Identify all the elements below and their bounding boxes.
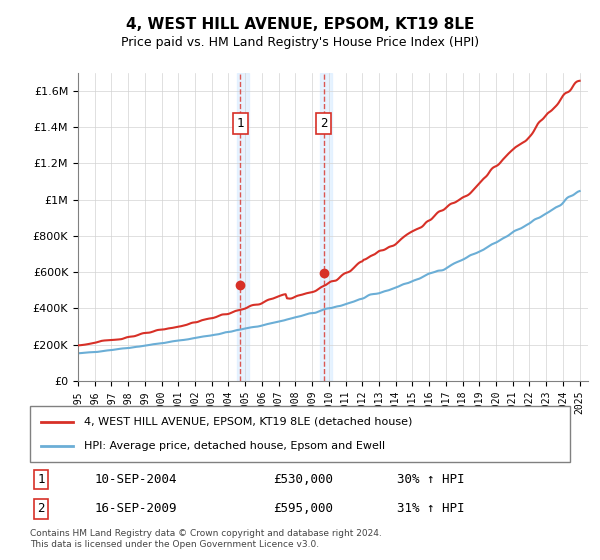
Text: 2: 2 xyxy=(37,502,44,515)
Text: £595,000: £595,000 xyxy=(273,502,333,515)
Bar xyxy=(237,73,248,381)
Text: HPI: Average price, detached house, Epsom and Ewell: HPI: Average price, detached house, Epso… xyxy=(84,441,385,451)
Text: 16-SEP-2009: 16-SEP-2009 xyxy=(95,502,178,515)
Text: 30% ↑ HPI: 30% ↑ HPI xyxy=(397,473,465,486)
Text: 10-SEP-2004: 10-SEP-2004 xyxy=(95,473,178,486)
Text: £530,000: £530,000 xyxy=(273,473,333,486)
Text: Price paid vs. HM Land Registry's House Price Index (HPI): Price paid vs. HM Land Registry's House … xyxy=(121,36,479,49)
Text: Contains HM Land Registry data © Crown copyright and database right 2024.
This d: Contains HM Land Registry data © Crown c… xyxy=(30,529,382,549)
Bar xyxy=(320,73,332,381)
FancyBboxPatch shape xyxy=(30,406,570,462)
Text: 1: 1 xyxy=(236,117,244,130)
Text: 4, WEST HILL AVENUE, EPSOM, KT19 8LE: 4, WEST HILL AVENUE, EPSOM, KT19 8LE xyxy=(126,17,474,32)
Text: 2: 2 xyxy=(320,117,328,130)
Text: 31% ↑ HPI: 31% ↑ HPI xyxy=(397,502,465,515)
Text: 1: 1 xyxy=(37,473,44,486)
Text: 4, WEST HILL AVENUE, EPSOM, KT19 8LE (detached house): 4, WEST HILL AVENUE, EPSOM, KT19 8LE (de… xyxy=(84,417,412,427)
